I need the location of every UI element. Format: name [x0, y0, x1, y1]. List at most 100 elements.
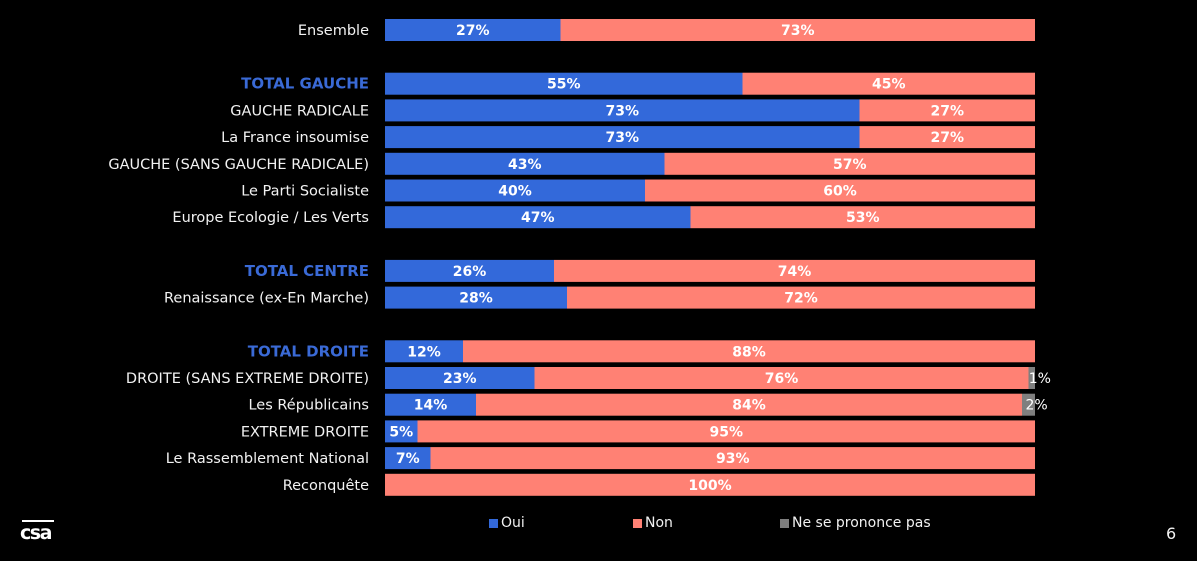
- bar-segment-oui: [385, 420, 418, 443]
- bar-segment-oui: [385, 447, 431, 470]
- category-label: Le Parti Socialiste: [241, 184, 369, 200]
- value-label-oui: 28%: [459, 291, 493, 307]
- category-label: EXTREME DROITE: [241, 424, 369, 440]
- bar-segment-oui: [385, 72, 743, 95]
- legend-item-non: Non: [633, 515, 673, 531]
- value-label-oui: 5%: [389, 424, 413, 440]
- bar-row-le-parti-socialiste: Le Parti Socialiste 40% 60%: [241, 179, 1035, 202]
- bar-segment-oui: [385, 286, 567, 309]
- category-label: GAUCHE RADICALE: [230, 103, 369, 119]
- logo-overline: [22, 520, 54, 522]
- value-label-non: 60%: [823, 184, 857, 200]
- bar-segment-non: [645, 179, 1035, 202]
- value-label-oui: 7%: [396, 451, 420, 467]
- bar-segment-non: [476, 393, 1022, 416]
- value-label-oui: 27%: [456, 23, 490, 39]
- bar-segment-non: [417, 420, 1035, 443]
- logo-text: csa: [20, 522, 52, 544]
- value-label-non: 84%: [732, 398, 766, 414]
- legend-label-nspp: Ne se prononce pas: [792, 515, 931, 531]
- bar-row-extreme-droite: EXTREME DROITE 5% 95%: [241, 420, 1035, 443]
- value-label-non: 95%: [709, 424, 743, 440]
- value-label-non: 53%: [846, 210, 880, 226]
- value-label-oui: 12%: [407, 344, 441, 360]
- category-label: DROITE (SANS EXTREME DROITE): [126, 371, 369, 387]
- bar-row-renaissance-ex-en-marche: Renaissance (ex-En Marche) 28% 72%: [164, 286, 1035, 309]
- bar-row-total-centre: TOTAL CENTRE 26% 74%: [245, 259, 1035, 282]
- value-label-ne-se-prononce-pas: 1%: [1029, 371, 1051, 387]
- bar-segment-non: [859, 126, 1035, 149]
- value-label-non: 100%: [688, 478, 731, 494]
- bar-row-les-republicains: Les Républicains 14% 84% 2%: [248, 393, 1048, 416]
- legend-item-oui: Oui: [489, 515, 525, 531]
- bar-segment-oui: [385, 179, 645, 202]
- value-label-non: 93%: [716, 451, 750, 467]
- bar-segment-oui: [385, 126, 860, 149]
- value-label-non: 88%: [732, 344, 766, 360]
- value-label-non: 27%: [930, 103, 964, 119]
- category-label: Le Rassemblement National: [166, 451, 369, 467]
- category-label: Reconquête: [283, 478, 369, 494]
- bar-row-reconquete: Reconquête 100%: [283, 473, 1035, 496]
- page-number: 6: [1166, 524, 1177, 543]
- bar-segment-oui: [385, 340, 463, 363]
- value-label-non: 76%: [765, 371, 799, 387]
- category-label: Les Républicains: [248, 398, 369, 414]
- value-label-oui: 55%: [547, 77, 581, 93]
- value-label-oui: 47%: [521, 210, 555, 226]
- value-label-oui: 40%: [498, 184, 532, 200]
- bar-segment-non: [463, 340, 1035, 363]
- chart-legend: Oui Non Ne se prononce pas: [0, 515, 1197, 535]
- value-label-non: 45%: [872, 77, 906, 93]
- category-label: TOTAL GAUCHE: [241, 75, 369, 93]
- bar-segment-ne-se-prononce-pas: [1028, 367, 1035, 389]
- value-label-oui: 73%: [605, 130, 639, 146]
- value-label-oui: 73%: [605, 103, 639, 119]
- bar-segment-oui: [385, 367, 535, 389]
- legend-label-non: Non: [645, 515, 673, 531]
- bar-segment-ne-se-prononce-pas: [1022, 393, 1035, 416]
- bar-row-europe-ecologie-les-verts: Europe Ecologie / Les Verts 47% 53%: [172, 206, 1035, 229]
- bar-segment-oui: [385, 206, 691, 229]
- value-label-non: 57%: [833, 157, 867, 173]
- bar-row-gauche-radicale: GAUCHE RADICALE 73% 27%: [230, 99, 1035, 122]
- bar-segment-non: [554, 259, 1035, 282]
- category-label: TOTAL DROITE: [248, 342, 369, 360]
- bar-segment-oui: [385, 259, 554, 282]
- bar-segment-oui: [385, 393, 476, 416]
- value-label-oui: 26%: [453, 264, 487, 280]
- bar-segment-non: [859, 99, 1035, 122]
- bar-segment-non: [742, 72, 1035, 95]
- bar-segment-non: [534, 367, 1029, 389]
- bar-segment-oui: [385, 99, 860, 122]
- bar-segment-oui: [385, 19, 561, 41]
- legend-label-oui: Oui: [501, 515, 525, 531]
- value-label-oui: 43%: [508, 157, 542, 173]
- legend-swatch-non: [633, 518, 642, 528]
- bar-segment-oui: [385, 152, 665, 175]
- value-label-ne-se-prononce-pas: 2%: [1026, 398, 1048, 414]
- value-label-oui: 14%: [414, 398, 448, 414]
- bar-row-la-france-insoumise: La France insoumise 73% 27%: [221, 126, 1035, 149]
- bar-segment-non: [690, 206, 1035, 229]
- bar-row-le-rassemblement-national: Le Rassemblement National 7% 93%: [166, 447, 1035, 470]
- bar-segment-non: [385, 473, 1035, 496]
- category-label: Europe Ecologie / Les Verts: [172, 210, 369, 226]
- bar-row-droite-sans-extreme-droite: DROITE (SANS EXTREME DROITE) 23% 76% 1%: [126, 367, 1051, 389]
- legend-item-nspp: Ne se prononce pas: [780, 515, 931, 531]
- value-label-non: 27%: [930, 130, 964, 146]
- bar-segment-non: [560, 19, 1035, 41]
- value-label-oui: 23%: [443, 371, 477, 387]
- bar-row-total-droite: TOTAL DROITE 12% 88%: [248, 340, 1035, 363]
- category-label: Renaissance (ex-En Marche): [164, 291, 369, 307]
- category-label: GAUCHE (SANS GAUCHE RADICALE): [108, 157, 369, 173]
- bar-row-ensemble: Ensemble 27% 73%: [298, 19, 1035, 41]
- bar-segment-non: [567, 286, 1035, 309]
- value-label-non: 72%: [784, 291, 818, 307]
- bar-row-total-gauche: TOTAL GAUCHE 55% 45%: [241, 72, 1035, 95]
- value-label-non: 73%: [781, 23, 815, 39]
- category-label: Ensemble: [298, 23, 369, 39]
- bar-segment-non: [664, 152, 1035, 175]
- bar-segment-non: [430, 447, 1035, 470]
